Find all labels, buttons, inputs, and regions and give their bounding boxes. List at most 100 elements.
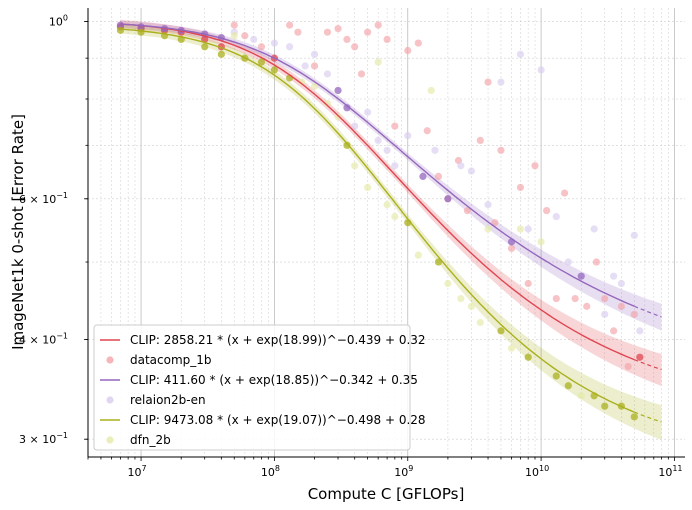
relaion2b-en-point bbox=[537, 66, 545, 74]
x-tick-label: 107 bbox=[128, 464, 147, 479]
relaion2b-en-point bbox=[497, 78, 505, 86]
datacomp_1b-point bbox=[414, 39, 422, 47]
datacomp_1b-point bbox=[357, 70, 366, 78]
relaion2b-en-point bbox=[250, 35, 258, 43]
relaion2b-en-point bbox=[419, 172, 427, 181]
relaion2b-en-point bbox=[323, 70, 332, 78]
dfn_2b-point bbox=[334, 113, 342, 121]
dfn_2b-fit-extrapolation bbox=[634, 411, 662, 423]
dfn_2b-point bbox=[137, 28, 145, 36]
fit-lines bbox=[120, 23, 662, 423]
legend-point-swatch bbox=[106, 436, 114, 444]
relaion2b-en-point bbox=[636, 327, 644, 335]
dfn_2b-point bbox=[524, 353, 532, 361]
datacomp_1b-point bbox=[434, 172, 443, 181]
dfn_2b-point bbox=[310, 82, 319, 90]
datacomp_1b-point bbox=[257, 43, 266, 51]
datacomp_1b-point bbox=[423, 127, 431, 135]
datacomp_1b-point bbox=[374, 21, 382, 29]
relaion2b-en-point bbox=[404, 131, 412, 140]
dfn_2b-point bbox=[516, 225, 525, 233]
dfn_2b-point bbox=[323, 99, 332, 107]
legend-point-swatch bbox=[106, 396, 114, 404]
relaion2b-en-point bbox=[457, 162, 465, 170]
legend-fit-label: CLIP: 411.60 * (x + exp(18.85))^−0.342 +… bbox=[130, 373, 418, 387]
y-tick-label: 100 bbox=[49, 14, 68, 29]
datacomp_1b-point bbox=[230, 21, 238, 29]
relaion2b-en-point bbox=[630, 231, 638, 239]
legend-point-label: datacomp_1b bbox=[130, 353, 212, 367]
relaion2b-en-point bbox=[601, 310, 609, 318]
datacomp_1b-point bbox=[323, 28, 332, 36]
dfn_2b-point bbox=[414, 251, 422, 259]
relaion2b-en-point bbox=[552, 212, 560, 221]
datacomp_1b-point bbox=[364, 28, 372, 36]
dfn_2b-point bbox=[427, 86, 435, 95]
datacomp_1b-point bbox=[497, 146, 505, 154]
axes bbox=[87, 8, 685, 458]
dfn_2b-point bbox=[630, 413, 638, 421]
relaion2b-en-point bbox=[617, 279, 625, 288]
datacomp_1b-point bbox=[310, 62, 319, 70]
dfn_2b-point bbox=[537, 238, 545, 246]
relaion2b-en-point bbox=[391, 162, 399, 170]
datacomp_1b-point bbox=[351, 43, 359, 51]
datacomp_1b-point bbox=[531, 162, 539, 170]
legend-fit-label: CLIP: 9473.08 * (x + exp(19.07))^−0.498 … bbox=[130, 413, 426, 427]
relaion2b-en-point bbox=[577, 272, 585, 280]
dfn_2b-point bbox=[444, 279, 452, 288]
dfn_2b-point bbox=[476, 318, 484, 327]
datacomp_1b-point bbox=[524, 279, 532, 288]
dfn_2b-point bbox=[434, 258, 443, 266]
datacomp_1b-point bbox=[624, 362, 632, 371]
relaion2b-en-point bbox=[444, 195, 452, 203]
datacomp_1b-point bbox=[601, 294, 609, 303]
dfn_2b-point bbox=[298, 78, 306, 86]
datacomp_1b-point bbox=[543, 206, 551, 215]
relaion2b-en-point bbox=[564, 258, 572, 266]
x-tick-label: 109 bbox=[394, 464, 413, 479]
datacomp_1b-point bbox=[286, 21, 294, 29]
x-tick-label: 1010 bbox=[525, 464, 549, 479]
datacomp_1b-point bbox=[294, 28, 302, 36]
dfn_2b-point bbox=[457, 294, 465, 303]
datacomp_1b-fit-extrapolation bbox=[634, 359, 662, 371]
datacomp_1b-point bbox=[552, 294, 560, 303]
relaion2b-en-point bbox=[364, 108, 372, 116]
relaion2b-en-point bbox=[467, 167, 475, 175]
dfn_2b-point bbox=[201, 43, 209, 51]
dfn_2b-point bbox=[364, 183, 372, 192]
dfn_2b-point bbox=[343, 141, 351, 149]
ticks: 107 108 109 1010 1011 100 6 × 10−1 4 × 10−1 3 × … bbox=[19, 14, 683, 479]
datacomp_1b-point bbox=[484, 78, 492, 86]
datacomp_1b-point bbox=[343, 35, 351, 43]
relaion2b-en-point bbox=[484, 201, 492, 209]
relaion2b-en-point bbox=[334, 86, 342, 95]
dfn_2b-point bbox=[552, 372, 560, 380]
datacomp_1b-point bbox=[571, 294, 579, 303]
dfn_2b-point bbox=[351, 162, 359, 170]
legend-point-label: relaion2b-en bbox=[130, 393, 206, 407]
relaion2b-en-point bbox=[516, 50, 525, 58]
relaion2b-en-point bbox=[374, 136, 382, 144]
datacomp_1b-fit-band bbox=[120, 19, 662, 387]
dfn_2b-point bbox=[507, 344, 516, 352]
relaion2b-en-fit-extrapolation bbox=[634, 305, 662, 318]
datacomp_1b-point bbox=[491, 219, 499, 227]
datacomp_1b-point bbox=[201, 35, 209, 43]
relaion2b-en-point bbox=[310, 50, 319, 58]
datacomp_1b-point bbox=[516, 183, 525, 192]
legend-fit-label: CLIP: 2858.21 * (x + exp(18.99))^−0.439 … bbox=[130, 333, 426, 347]
datacomp_1b-point bbox=[476, 136, 484, 144]
datacomp_1b-point bbox=[383, 35, 391, 43]
y-tick-label: 3 × 10−1 bbox=[19, 431, 68, 446]
relaion2b-en-fit-line bbox=[120, 23, 635, 307]
datacomp_1b-point bbox=[241, 32, 249, 40]
legend-point-label: dfn_2b bbox=[130, 433, 171, 447]
relaion2b-en-fit-band bbox=[120, 20, 662, 331]
dfn_2b-point bbox=[230, 32, 238, 40]
dfn_2b-point bbox=[383, 201, 391, 209]
relaion2b-en-point bbox=[116, 21, 125, 29]
dfn_2b-point bbox=[467, 302, 475, 310]
